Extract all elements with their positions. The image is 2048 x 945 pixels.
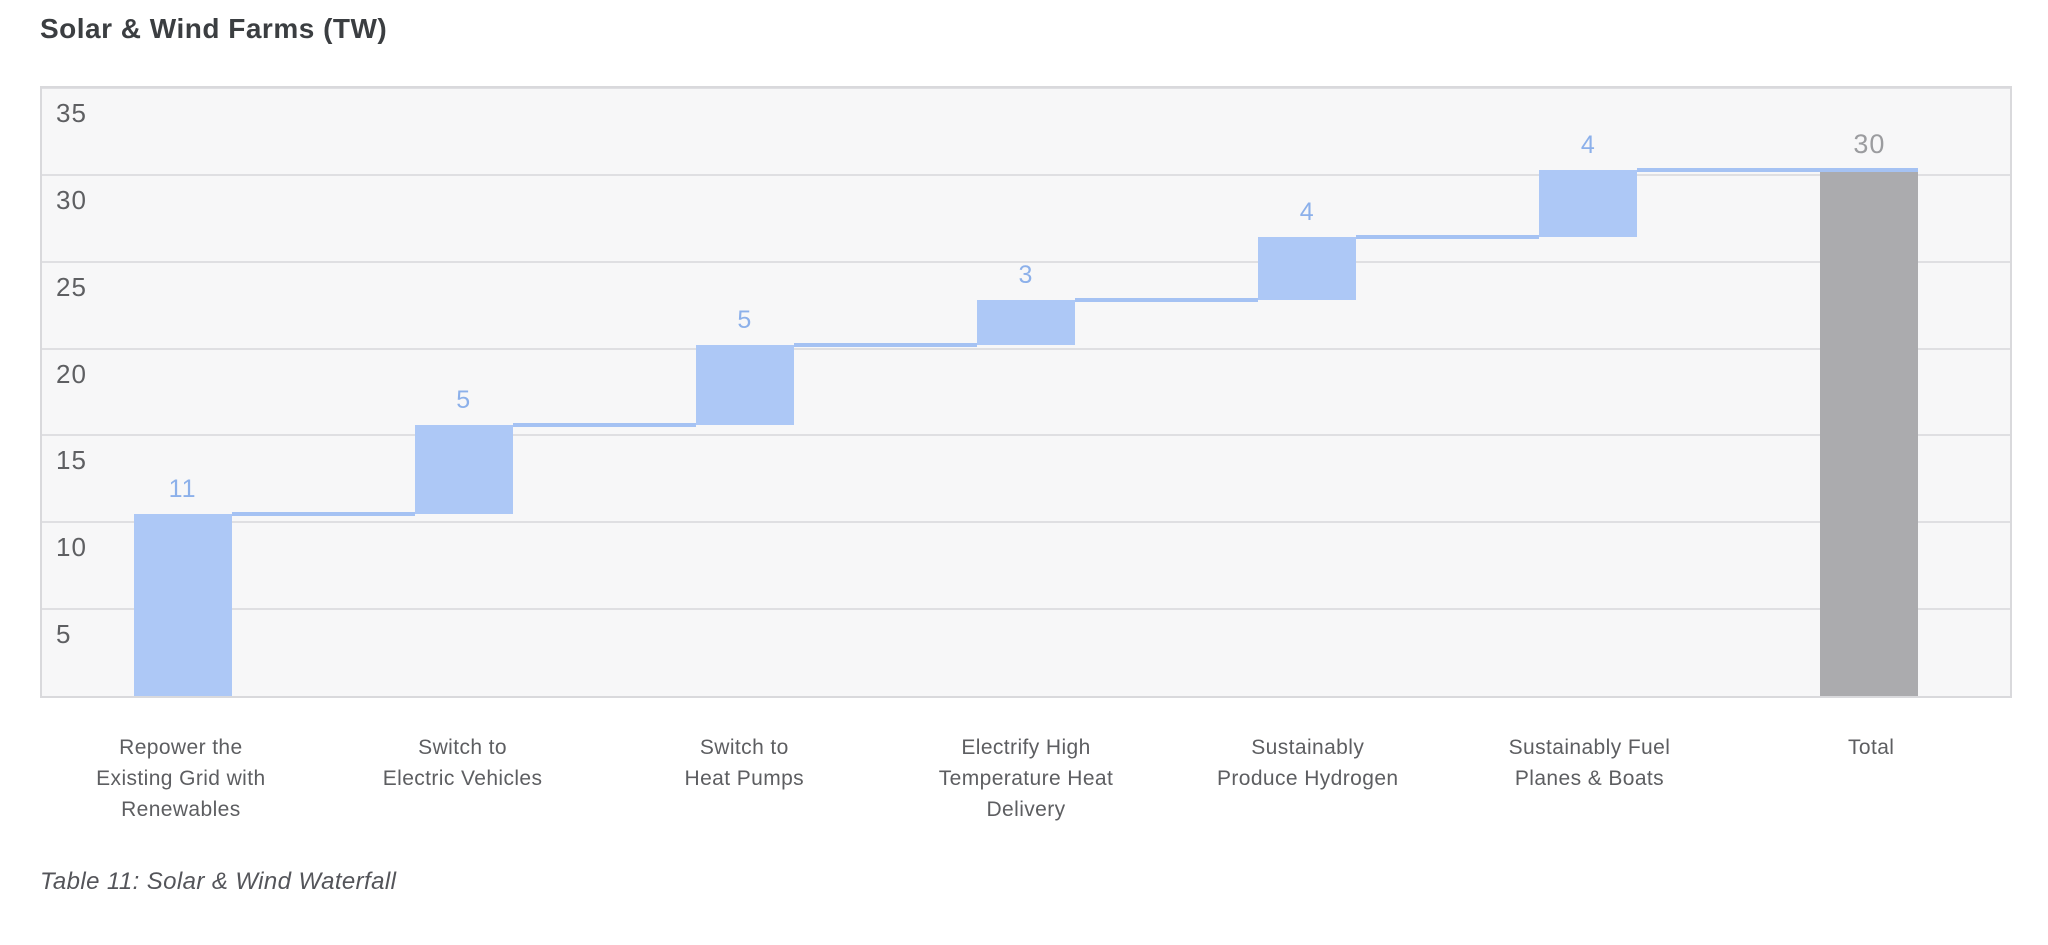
category-label-line: Existing Grid with	[96, 767, 266, 790]
gridline	[42, 434, 2010, 437]
connector-line	[231, 511, 415, 516]
connector-line	[1075, 297, 1259, 302]
bar-value-label: 5	[737, 306, 753, 335]
bar-value-label: 5	[456, 386, 472, 415]
y-tick-label: 20	[56, 358, 87, 389]
category-label-line: Planes & Boats	[1514, 767, 1665, 790]
connector-line	[793, 343, 977, 348]
category-label-line: Switch to	[418, 736, 507, 759]
gridline	[42, 347, 2010, 350]
category-label: Sustainably Produce Hydrogen	[1167, 700, 1449, 794]
y-tick-label: 15	[56, 445, 87, 476]
category-label: Electrify High Temperature Heat Delivery	[885, 700, 1167, 825]
waterfall-bar	[414, 425, 513, 514]
gridline	[42, 173, 2010, 176]
connector-line	[1356, 235, 1540, 240]
waterfall-bar	[695, 345, 794, 426]
total-bar	[1820, 169, 1919, 696]
waterfall-bar	[1258, 237, 1357, 300]
category-label-line: Sustainably	[1251, 736, 1365, 759]
category-label: Total	[1730, 700, 2012, 763]
y-tick-label: 35	[56, 98, 87, 128]
category-label-line: Electrify High	[961, 736, 1091, 759]
connector-line	[1637, 167, 1919, 172]
y-tick-label: 30	[56, 184, 87, 215]
category-label-line: Heat Pumps	[684, 767, 805, 790]
chart-title: Solar & Wind Farms (TW)	[40, 13, 388, 44]
category-label-line: Total	[1847, 736, 1895, 759]
category-label-line: Delivery	[986, 798, 1066, 821]
waterfall-bar	[1539, 169, 1638, 238]
category-label-line: Renewables	[121, 798, 241, 821]
category-label: Switch to Electric Vehicles	[322, 700, 604, 794]
category-label: Sustainably Fuel Planes & Boats	[1449, 700, 1731, 794]
category-label-line: Produce Hydrogen	[1216, 767, 1399, 790]
category-label-line: Sustainably Fuel	[1508, 736, 1671, 759]
total-value-label: 30	[1853, 128, 1886, 159]
gridline	[42, 88, 2010, 89]
bar-value-label: 11	[168, 474, 197, 503]
category-label-line: Temperature Heat	[938, 767, 1114, 790]
waterfall-bar	[977, 299, 1075, 346]
chart-frame: 5 10 15 20 25 30 35 11 5 5 3 4 4 30	[40, 86, 2012, 698]
y-tick-label: 10	[56, 532, 87, 563]
gridline	[42, 608, 2010, 611]
bar-value-label: 3	[1018, 260, 1034, 289]
gridline	[42, 521, 2010, 524]
connector-line	[512, 423, 696, 427]
waterfall-bar	[133, 513, 232, 696]
y-tick-label: 5	[56, 619, 72, 650]
category-label: Switch to Heat Pumps	[603, 700, 885, 794]
bar-value-label: 4	[1580, 130, 1596, 159]
chart-plot-area: 5 10 15 20 25 30 35 11 5 5 3 4 4 30	[42, 88, 2010, 696]
bar-value-label: 4	[1299, 198, 1315, 227]
category-label-line: Switch to	[699, 736, 789, 759]
category-label: Repower the Existing Grid with Renewables	[40, 700, 322, 825]
y-tick-label: 25	[56, 271, 87, 302]
gridline	[42, 260, 2010, 263]
chart-caption: Table 11: Solar & Wind Waterfall	[40, 868, 397, 895]
category-label-line: Repower the	[119, 736, 243, 759]
category-label-line: Electric Vehicles	[382, 767, 543, 790]
x-axis-labels: Repower the Existing Grid with Renewables S…	[40, 700, 2012, 825]
